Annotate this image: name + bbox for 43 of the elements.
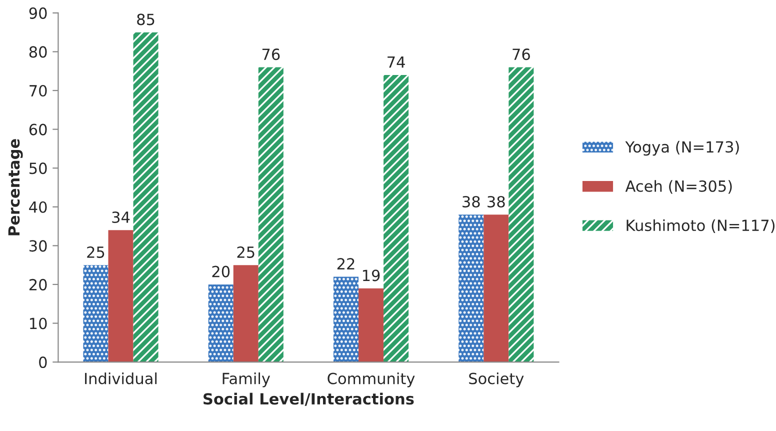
- bar: [133, 32, 158, 362]
- y-tick-label: 40: [29, 201, 47, 213]
- y-tick-label: 0: [39, 356, 47, 368]
- x-tick-label: Society: [469, 372, 524, 388]
- x-axis-title: Social Level/Interactions: [204, 392, 414, 406]
- x-tick-label: Individual: [85, 372, 157, 384]
- y-tick-label: 20: [29, 278, 47, 290]
- data-label: 25: [87, 246, 104, 258]
- y-tick-label: 60: [29, 124, 47, 136]
- bar: [484, 214, 509, 362]
- y-tick-label: 10: [30, 318, 47, 330]
- y-tick-label: 50: [30, 162, 47, 174]
- data-label: 38: [462, 196, 480, 208]
- data-label: 34: [112, 211, 130, 224]
- legend-label: Aceh (N=305): [625, 180, 732, 194]
- data-label: 76: [262, 48, 280, 60]
- bar: [333, 276, 359, 362]
- data-label: 25: [237, 246, 254, 258]
- bar: [233, 265, 258, 362]
- bar: [508, 67, 534, 362]
- y-tick-label: 70: [30, 84, 47, 97]
- data-label: 85: [137, 14, 154, 26]
- bar: [384, 74, 409, 362]
- data-label: 20: [212, 266, 230, 278]
- legend-label: Kushimoto (N=117): [626, 219, 775, 233]
- data-label: 74: [388, 56, 405, 68]
- bar: [108, 230, 134, 362]
- bar: [208, 284, 234, 362]
- bar: [258, 67, 284, 362]
- legend-label: Yogya (N=173): [625, 140, 739, 156]
- data-label: 19: [362, 270, 380, 282]
- data-label: 38: [488, 196, 505, 208]
- data-label: 76: [512, 48, 530, 60]
- bar: [83, 265, 108, 362]
- x-tick-label: Family: [222, 372, 270, 388]
- y-tick-label: 30: [30, 240, 47, 252]
- y-axis-title: Percentage: [8, 139, 23, 236]
- y-tick-label: 80: [29, 46, 47, 58]
- data-label: 22: [337, 258, 354, 270]
- x-tick-label: Community: [328, 372, 415, 388]
- bar: [458, 214, 484, 362]
- y-tick-label: 90: [29, 7, 47, 19]
- bar: [358, 288, 384, 362]
